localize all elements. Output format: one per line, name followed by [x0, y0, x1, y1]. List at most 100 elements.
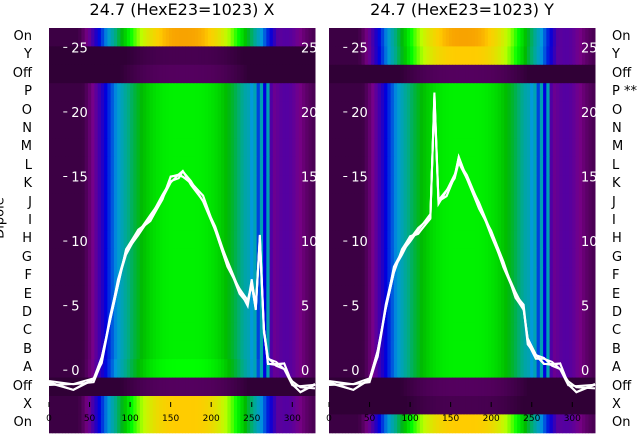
heatmap-cell [351, 83, 356, 103]
heatmap-cell [380, 414, 385, 434]
heatmap-cell [279, 248, 284, 268]
heatmap-cell [224, 285, 228, 305]
heatmap-cell [494, 285, 499, 305]
heatmap-cell [152, 28, 157, 47]
heatmap-cell [204, 230, 209, 250]
heatmap-cell [117, 83, 121, 103]
heatmap-cell [214, 46, 219, 66]
heatmap-cell [442, 64, 447, 84]
heatmap-cell [214, 322, 219, 342]
heatmap-cell [588, 248, 593, 268]
heatmap-cell [329, 285, 333, 305]
heatmap-cell [497, 212, 502, 231]
heatmap-cell [243, 359, 248, 379]
heatmap-cell [348, 46, 353, 66]
heatmap-cell [263, 267, 267, 287]
heatmap-cell [302, 193, 306, 213]
heatmap-cell [397, 285, 401, 305]
heatmap-cell [172, 28, 177, 47]
heatmap-cell [49, 248, 53, 268]
panel-y-title: 24.7 (HexE23=1023) Y [370, 0, 554, 19]
heatmap-cell [133, 28, 138, 47]
heatmap-cell [94, 322, 99, 342]
heatmap-cell [416, 138, 421, 158]
heatmap-cell [491, 120, 495, 139]
heatmap-cell [354, 304, 359, 323]
heatmap-cell [152, 83, 157, 103]
heatmap-cell [149, 304, 154, 323]
heatmap-cell [194, 285, 199, 305]
heatmap-cell [149, 28, 154, 47]
heatmap-cell [191, 377, 196, 397]
heatmap-cell [364, 212, 369, 231]
heatmap-cell [198, 101, 202, 121]
heatmap-cell [266, 46, 271, 66]
heatmap-cell [246, 248, 251, 268]
heatmap-cell [68, 230, 73, 250]
heatmap-cell [348, 83, 353, 103]
heatmap-cell [367, 322, 372, 342]
heatmap-cell [585, 322, 590, 342]
heatmap-cell [52, 138, 56, 158]
heatmap-cell [536, 340, 541, 360]
heatmap-cell [543, 138, 547, 158]
heatmap-cell [246, 101, 251, 121]
heatmap-cell [455, 101, 460, 121]
heatmap-cell [445, 212, 450, 231]
heatmap-cell [298, 64, 303, 84]
heatmap-cell [439, 340, 444, 360]
heatmap-cell [185, 46, 189, 66]
heatmap-cell [68, 101, 73, 121]
heatmap-cell [552, 156, 557, 176]
heatmap-cell [172, 138, 177, 158]
heatmap-cell [513, 83, 518, 103]
heatmap-cell [329, 64, 333, 84]
heatmap-cell [491, 267, 495, 287]
heatmap-cell [250, 64, 254, 84]
heatmap-cell [569, 359, 573, 379]
heatmap-cell [468, 377, 473, 397]
heatmap-cell [104, 267, 108, 287]
heatmap-cell [243, 175, 248, 195]
heatmap-cell [520, 101, 525, 121]
heatmap-cell [130, 377, 134, 397]
heatmap-cell [308, 83, 313, 103]
heatmap-cell [117, 212, 121, 231]
heatmap-cell [263, 156, 267, 176]
heatmap-cell [474, 175, 479, 195]
heatmap-cell [380, 212, 385, 231]
heatmap-cell [449, 267, 453, 287]
heatmap-cell [201, 322, 206, 342]
heatmap-cell [55, 64, 60, 84]
heatmap-cell [578, 175, 583, 195]
heatmap-cell [354, 193, 359, 213]
heatmap-cell [562, 230, 567, 250]
heatmap-cell [289, 120, 293, 139]
heatmap-cell [494, 64, 499, 84]
heatmap-cell [97, 83, 102, 103]
heatmap-cell [295, 64, 300, 84]
heatmap-cell [188, 248, 193, 268]
heatmap-cell [311, 64, 316, 84]
heatmap-cell [348, 156, 353, 176]
heatmap-cell [49, 322, 53, 342]
heatmap-cell [393, 46, 398, 66]
heatmap-cell [285, 230, 290, 250]
heatmap-cell [130, 83, 134, 103]
heatmap-cell [526, 193, 531, 213]
heatmap-cell [371, 138, 375, 158]
heatmap-cell [591, 396, 596, 415]
heatmap-cell [198, 120, 202, 139]
heatmap-cell [426, 138, 431, 158]
heatmap-cell [143, 156, 147, 176]
heatmap-cell [410, 340, 414, 360]
heatmap-cell [143, 120, 147, 139]
heatmap-cell [143, 322, 147, 342]
heatmap-cell [243, 138, 248, 158]
heatmap-cell [445, 230, 450, 250]
heatmap-cell [230, 285, 235, 305]
heatmap-cell [468, 248, 473, 268]
heatmap-cell [393, 156, 398, 176]
heatmap-cell [332, 304, 336, 323]
heatmap-cell [243, 212, 248, 231]
